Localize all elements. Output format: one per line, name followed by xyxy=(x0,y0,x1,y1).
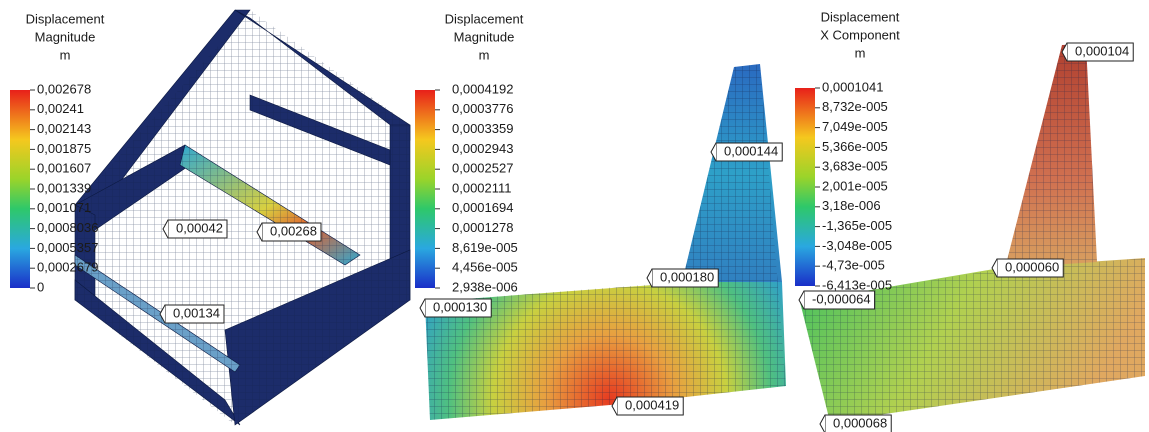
callout-pointer xyxy=(647,269,652,287)
legend-label: -6,413e-005 xyxy=(822,277,892,292)
legend-title: Displacement xyxy=(821,9,900,24)
legend-label: 4,456e-005 xyxy=(452,260,518,275)
legend-label: 0,001607 xyxy=(37,161,91,176)
callout-label: 0,00042 xyxy=(176,220,223,235)
callout-label: 0,000104 xyxy=(1075,43,1129,58)
legend-label: 5,366e-005 xyxy=(822,139,888,154)
legend-title: m xyxy=(479,47,490,62)
color-bar xyxy=(795,88,815,286)
legend-label: 0,001875 xyxy=(37,141,91,156)
legend-title: m xyxy=(855,45,866,60)
legend-label: 8,732e-005 xyxy=(822,99,888,114)
legend-title: Displacement xyxy=(26,11,105,26)
legend-label: 0,001071 xyxy=(37,200,91,215)
callout-label: 0,000180 xyxy=(660,269,714,284)
color-bar xyxy=(415,90,435,288)
legend-label: 0,0001694 xyxy=(452,200,513,215)
legend-label: 0,0002527 xyxy=(452,161,513,176)
legend-label: 0 xyxy=(37,279,44,294)
legend-label: 0,0004192 xyxy=(452,81,513,96)
legend-title: Displacement xyxy=(445,11,524,26)
legend-label: 2,938e-006 xyxy=(452,279,518,294)
callout-label: 0,000068 xyxy=(833,415,887,430)
legend-label: 7,049e-005 xyxy=(822,119,888,134)
legend-label: 0,002678 xyxy=(37,81,91,96)
legend-label: 2,001e-005 xyxy=(822,178,888,193)
callout-label: 0,000060 xyxy=(1005,259,1059,274)
legend-label: 0,00241 xyxy=(37,101,84,116)
legend-title: X Component xyxy=(820,27,900,42)
legend-label: 0,0003359 xyxy=(452,121,513,136)
legend-label: -1,365e-005 xyxy=(822,218,892,233)
legend-label: 0,0005357 xyxy=(37,240,98,255)
legend-label: 0,001339 xyxy=(37,180,91,195)
callout-pointer xyxy=(420,299,425,317)
legend-label: 0,002143 xyxy=(37,121,91,136)
screenshot: Displacement Magnitude m 0,002678 0,00241 0,0… xyxy=(0,0,1149,432)
legend-label: 0,0002943 xyxy=(452,141,513,156)
callout-label: 0,000130 xyxy=(433,299,487,314)
legend-label: 8,619e-005 xyxy=(452,240,518,255)
frame-model xyxy=(75,10,410,425)
callout-label: -0,000064 xyxy=(812,291,871,306)
legend-label: 3,683e-005 xyxy=(822,159,888,174)
page: {"panels": [ {"title_lines": ["Displacem… xyxy=(0,0,1149,432)
legend-label: 3,18e-006 xyxy=(822,198,881,213)
legend-title: Magnitude xyxy=(454,29,515,44)
callout-label: 0,00134 xyxy=(173,305,220,320)
legend-label: 0,0008036 xyxy=(37,220,98,235)
callout-pointer xyxy=(820,415,825,432)
legend-title: m xyxy=(60,47,71,62)
legend-title: Magnitude xyxy=(35,29,96,44)
callout-label: 0,00268 xyxy=(270,223,317,238)
legend-label: 0,0002111 xyxy=(452,180,512,195)
color-bar xyxy=(10,90,30,288)
legend-label: 0,0002679 xyxy=(37,260,98,275)
legend-label: 0,0001278 xyxy=(452,220,513,235)
callout-label: 0,000144 xyxy=(724,143,778,158)
legend-label: 0,0003776 xyxy=(452,101,513,116)
callout-label: 0,000419 xyxy=(625,397,679,412)
legend-label: 0,0001041 xyxy=(822,79,883,94)
legend-label: -3,048e-005 xyxy=(822,238,892,253)
legend-label: -4,73e-005 xyxy=(822,258,885,273)
